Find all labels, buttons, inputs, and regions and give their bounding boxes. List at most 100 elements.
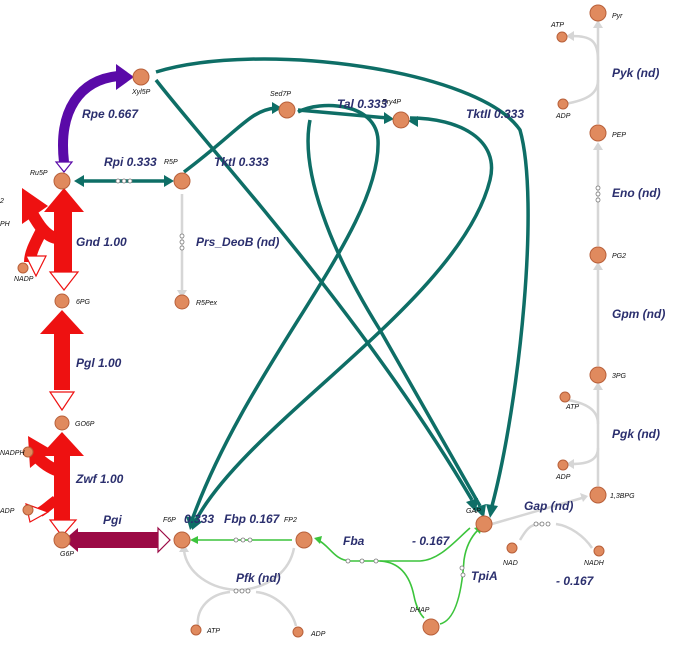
zwf-arrow[interactable]	[25, 432, 84, 537]
label-g6p: G6P	[60, 551, 74, 558]
label-nadph-zwf: NADPH	[0, 450, 25, 457]
prs-deob-arrow[interactable]	[177, 194, 187, 298]
reaction-value-fba: - 0.167	[412, 534, 451, 548]
label-ru5p: Ru5P	[30, 170, 48, 177]
label-xyl5p: Xyl5P	[131, 89, 151, 96]
node-pg2[interactable]: PG2	[589, 246, 626, 264]
reaction-label-pgk: Pgk (nd)	[612, 427, 660, 441]
reaction-label-fba: Fba	[343, 534, 365, 548]
reaction-label-pgi: Pgi	[103, 513, 122, 527]
tkt2-arrows[interactable]	[155, 57, 530, 530]
node-nadh[interactable]: NADH	[584, 545, 605, 567]
label-nadp-zwf: ADP	[0, 508, 15, 515]
label-atp-pgk: ATP	[565, 404, 579, 411]
label-nadh: NADH	[584, 560, 605, 567]
label-adp-pgk: ADP	[555, 474, 571, 481]
eno-arrow[interactable]	[593, 142, 603, 246]
pgl-arrow[interactable]	[40, 310, 84, 412]
label-gap: GAP	[466, 508, 481, 515]
label-13bpg: 1,3BPG	[610, 493, 635, 500]
node-pep[interactable]: PEP	[589, 124, 626, 142]
label-nadp-gnd: NADP	[14, 276, 34, 283]
rpe-arrow[interactable]	[54, 64, 134, 173]
node-dhap[interactable]: DHAP	[410, 607, 440, 636]
node-r5pex[interactable]: R5Pex	[174, 294, 218, 310]
rpi-arrow[interactable]	[74, 175, 174, 187]
reaction-label-rpi: Rpi 0.333	[104, 155, 157, 169]
fba-arrow[interactable]	[314, 527, 471, 619]
node-nadp-zwf[interactable]: ADP	[0, 504, 34, 516]
node-go6p[interactable]: GO6P	[54, 415, 95, 431]
label-sed7p: Sed7P	[270, 91, 291, 98]
reaction-label-rpe: Rpe 0.667	[82, 107, 139, 121]
reaction-label-tkt1: TktI 0.333	[214, 155, 269, 169]
reaction-value-pgi: 0.333	[184, 512, 214, 526]
node-adp-pfk[interactable]: ADP	[292, 626, 326, 638]
reaction-label-zwf: Zwf 1.00	[75, 472, 124, 486]
reaction-label-tpia: TpiA	[471, 569, 498, 583]
reaction-label-tal: Tal 0.333	[337, 97, 388, 111]
label-atp-pfk: ATP	[206, 628, 220, 635]
node-atp-pgk[interactable]: ATP	[559, 391, 579, 411]
reaction-label-eno: Eno (nd)	[612, 186, 661, 200]
pgi-arrow[interactable]	[64, 526, 171, 554]
node-f6p[interactable]: F6P	[163, 517, 191, 549]
node-nad[interactable]: NAD	[503, 542, 518, 567]
label-pg2: PG2	[612, 253, 626, 260]
reaction-value-gap: - 0.167	[556, 574, 595, 588]
label-adp-pfk: ADP	[310, 631, 326, 638]
node-r5p[interactable]: R5P	[164, 159, 191, 190]
pgk-arrow[interactable]	[566, 382, 603, 486]
node-13bpg[interactable]: 1,3BPG	[589, 486, 635, 504]
label-6pg: 6PG	[76, 299, 91, 306]
label-r5pex: R5Pex	[196, 300, 218, 307]
node-adp-pyk[interactable]: ADP	[555, 98, 571, 120]
node-g6p[interactable]: G6P	[53, 531, 74, 558]
label-nad: NAD	[503, 560, 518, 567]
gpm-arrow[interactable]	[593, 262, 603, 366]
label-f6p: F6P	[163, 517, 176, 524]
node-ery4p[interactable]: Ery4P	[382, 99, 410, 129]
reaction-label-pgl: Pgl 1.00	[76, 356, 122, 370]
label-ery4p: Ery4P	[382, 99, 401, 106]
node-xyl5p[interactable]: Xyl5P	[131, 68, 151, 96]
label-go6p: GO6P	[75, 421, 95, 428]
node-atp-pfk[interactable]: ATP	[190, 624, 220, 636]
reaction-label-gap: Gap (nd)	[524, 499, 573, 513]
label-dhap: DHAP	[410, 607, 430, 614]
label-atp-pyk: ATP	[550, 22, 564, 29]
node-adp-pgk[interactable]: ADP	[555, 459, 571, 481]
node-pyr[interactable]: Pyr	[589, 4, 623, 22]
reaction-label-pfk: Pfk (nd)	[236, 571, 281, 585]
label-nadp-fragment: 2	[0, 198, 4, 205]
node-sed7p[interactable]: Sed7P	[270, 91, 296, 119]
node-nadph-zwf[interactable]: NADPH	[0, 446, 34, 458]
label-nadph-fragment: PH	[0, 221, 11, 228]
node-ru5p[interactable]: Ru5P	[30, 170, 71, 190]
fbp-arrow[interactable]	[190, 536, 292, 544]
reaction-label-gpm: Gpm (nd)	[612, 307, 665, 321]
label-pep: PEP	[612, 132, 626, 139]
node-nadp-gnd[interactable]: NADP	[14, 262, 34, 283]
pfk-arrow[interactable]	[179, 544, 298, 627]
tkt1-arrows[interactable]	[154, 78, 478, 512]
label-r5p: R5P	[164, 159, 178, 166]
label-adp-pyk: ADP	[555, 113, 571, 120]
label-fp2: FP2	[284, 517, 297, 524]
reaction-label-tkt2: TktII 0.333	[466, 107, 524, 121]
reaction-label-gnd: Gnd 1.00	[76, 235, 127, 249]
reaction-label-prs: Prs_DeoB (nd)	[196, 235, 279, 249]
node-gap[interactable]: GAP	[466, 508, 493, 533]
node-fp2[interactable]: FP2	[284, 517, 313, 549]
node-atp-pyk[interactable]: ATP	[550, 22, 568, 43]
gap-dh-arrow[interactable]	[491, 493, 594, 549]
label-pyr: Pyr	[612, 13, 623, 20]
reaction-label-pyk: Pyk (nd)	[612, 66, 659, 80]
reaction-label-fbp: Fbp 0.167	[224, 512, 281, 526]
node-3pg[interactable]: 3PG	[589, 366, 627, 384]
node-6pg[interactable]: 6PG	[54, 293, 91, 309]
gnd-arrow[interactable]	[22, 188, 84, 291]
pyk-arrow[interactable]	[563, 20, 603, 124]
label-3pg: 3PG	[612, 373, 627, 380]
